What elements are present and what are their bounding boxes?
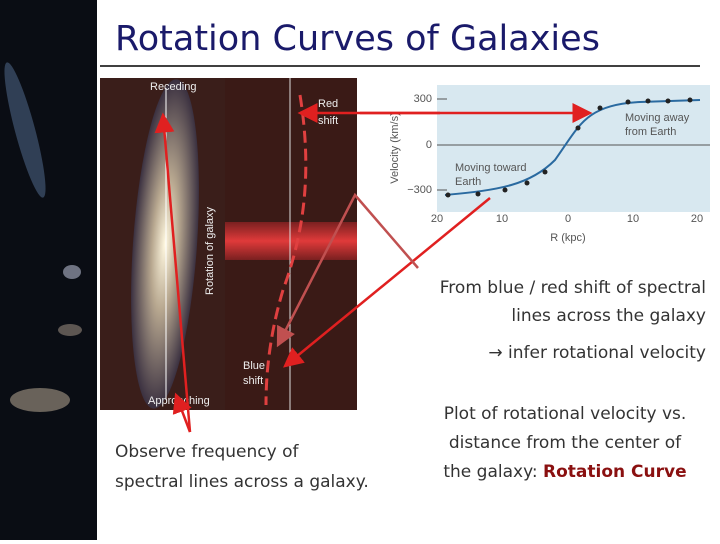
- y-axis-label: Velocity (km/s): [389, 112, 401, 184]
- receding-label: Receding: [150, 81, 196, 93]
- plot-note-text: the galaxy:: [443, 462, 543, 482]
- blue-shift-label: shift: [243, 375, 263, 387]
- x-tick-label: 0: [565, 213, 571, 225]
- x-axis-label: R (kpc): [550, 232, 585, 244]
- rotation-curve: [444, 99, 701, 196]
- curve-points: [445, 97, 693, 198]
- y-tick-label: 0: [426, 139, 432, 151]
- arrow: [154, 112, 192, 433]
- plot-note: distance from the center of: [449, 433, 682, 453]
- away-label: from Earth: [625, 126, 676, 138]
- plot-note: the galaxy: Rotation Curve: [443, 462, 686, 482]
- infer-note: → infer rotational velocity: [488, 343, 706, 363]
- red-shift-label: shift: [318, 115, 338, 127]
- spectral-band: [225, 222, 357, 260]
- shift-note: lines across the galaxy: [511, 306, 706, 326]
- x-tick-label: 20: [431, 213, 443, 225]
- x-tick-label: 20: [691, 213, 703, 225]
- x-tick-label: 10: [496, 213, 508, 225]
- plot-note-bold: Rotation Curve: [543, 462, 687, 482]
- side-galaxy: [63, 265, 81, 279]
- side-galaxy: [58, 324, 82, 336]
- red-shift-label: Red: [318, 98, 338, 110]
- observe-note: Observe frequency of: [115, 442, 299, 462]
- rotation-label: Rotation of galaxy: [204, 206, 216, 295]
- y-tick-label: 300: [414, 93, 432, 105]
- y-tick-label: −300: [407, 184, 432, 196]
- shift-note: From blue / red shift of spectral: [440, 278, 706, 298]
- arrow: [172, 392, 192, 433]
- away-label: Moving away: [625, 112, 690, 124]
- spectral-line: [264, 94, 308, 406]
- toward-label: Earth: [455, 176, 481, 188]
- side-galaxy: [10, 388, 70, 412]
- side-galaxy: [4, 62, 46, 198]
- arrow: [283, 197, 491, 368]
- blue-shift-label: Blue: [243, 360, 265, 372]
- arrow: [276, 192, 419, 348]
- x-tick-label: 10: [627, 213, 639, 225]
- toward-label: Moving toward: [455, 162, 527, 174]
- slide-title: Rotation Curves of Galaxies: [115, 19, 600, 59]
- observe-note: spectral lines across a galaxy.: [115, 472, 369, 492]
- plot-note: Plot of rotational velocity vs.: [444, 404, 687, 424]
